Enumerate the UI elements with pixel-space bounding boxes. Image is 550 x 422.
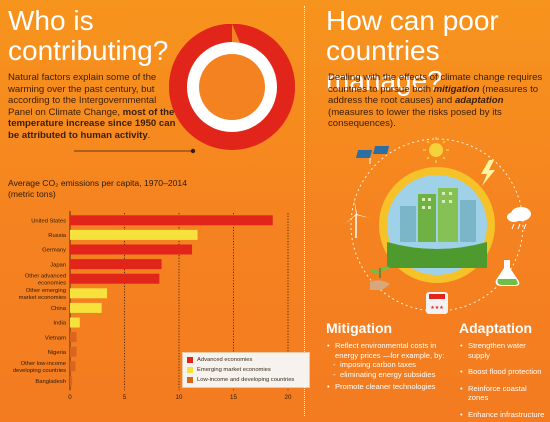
left-intro-plain: Natural factors explain some of the warm… <box>8 72 157 118</box>
bar-other-low-income-developing-countries <box>70 361 76 372</box>
mitigation-subitem: eliminating energy subsidies <box>326 370 446 380</box>
right-title-line2: countries manage? <box>326 35 443 96</box>
bar-united-states <box>70 215 273 226</box>
sun-icon <box>423 137 449 163</box>
category-label: Other low-income developing countries <box>13 361 66 374</box>
plant-hand-icon <box>370 266 390 290</box>
dotted-orbit <box>350 138 524 312</box>
mitigation-subitem: imposing carbon taxes <box>326 360 446 370</box>
climate-illustration: ★★★ <box>345 137 531 314</box>
bar-china <box>70 302 102 313</box>
right-title-line1: How can poor <box>326 5 499 36</box>
legend-swatch-emerging <box>187 367 193 373</box>
mitigation-list: Reflect environmental costs in energy pr… <box>326 341 446 395</box>
lightning-icon <box>481 160 495 186</box>
mitigation-heading: Mitigation <box>326 320 393 336</box>
x-tick-label: 10 <box>176 394 183 401</box>
donut-hole <box>199 54 265 120</box>
adaptation-list: Strengthen water supply Boost flood prot… <box>459 341 549 422</box>
left-intro-end: . <box>147 129 151 141</box>
legend-label-advanced: Advanced economies <box>197 357 253 363</box>
bar-nigeria <box>70 346 77 357</box>
bar-russia <box>70 229 198 240</box>
legend-label-emerging: Emerging market economies <box>197 367 271 373</box>
adaptation-heading: Adaptation <box>459 320 533 336</box>
chart-title: Average CO₂ emissions per capita, 1970–2… <box>8 178 187 200</box>
wind-turbine-icon <box>345 198 370 238</box>
panel-divider <box>304 6 305 416</box>
left-title-line1: Who is <box>8 5 94 36</box>
pointer-line <box>74 148 196 154</box>
mitigation-item: Promote cleaner technologies <box>326 382 446 392</box>
category-label: China <box>51 306 67 312</box>
right-intro-b: (measures to address the root causes) an… <box>328 83 539 107</box>
chart-title-line1: Average CO₂ emissions per capita, 1970–2… <box>8 178 187 188</box>
chart-title-line2: (metric tons) <box>8 189 56 199</box>
left-intro-bold: most of the temperature increase since 1… <box>8 106 176 141</box>
right-intro-mitigation: mitigation <box>433 83 480 95</box>
legend-item-emerging: Emerging market economies <box>187 365 305 375</box>
bar-germany <box>70 244 193 255</box>
category-label: Other advanced economies <box>25 274 66 287</box>
donut-gap <box>232 24 240 43</box>
chart-legend: Advanced economies Emerging market econo… <box>182 352 310 388</box>
left-title-line2: contributing? <box>8 35 169 66</box>
category-label: United States <box>31 219 66 225</box>
legend-swatch-advanced <box>187 357 193 363</box>
right-title: How can poor countries manage? <box>326 6 550 96</box>
category-label: Vietnam <box>45 335 66 341</box>
city-icon <box>387 188 487 268</box>
category-label: Bangladesh <box>35 379 66 385</box>
category-label: Russia <box>48 233 66 239</box>
x-tick-label: 15 <box>230 394 237 401</box>
left-intro: Natural factors explain some of the warm… <box>8 72 176 142</box>
bar-india <box>70 317 80 328</box>
category-label: India <box>53 321 66 327</box>
donut-chart <box>169 24 295 150</box>
adaptation-item: Reinforce coastal zones <box>459 384 549 403</box>
bar-other-emerging-market-economies <box>70 288 108 299</box>
cloud-rain-icon <box>507 207 531 230</box>
category-label: Germany <box>42 248 66 254</box>
legend-label-low-income: Low-income and developing countries <box>197 377 295 383</box>
svg-text:★★★: ★★★ <box>430 305 444 311</box>
bar-other-advanced-economies <box>70 273 160 284</box>
category-label: Nigeria <box>48 350 67 356</box>
left-title: Who is contributing? <box>8 6 168 66</box>
emissions-bar-chart: United States Russia Germany Japan Other adv… <box>13 211 292 401</box>
category-label: Japan <box>50 262 66 268</box>
right-intro-c: (measures to lower the risks posed by it… <box>328 106 502 130</box>
adaptation-item: Strengthen water supply <box>459 341 549 360</box>
right-intro-adaptation: adaptation <box>454 95 504 107</box>
legend-item-low-income: Low-income and developing countries <box>187 375 305 385</box>
bar-vietnam <box>70 332 77 343</box>
solar-panels-icon <box>355 146 390 164</box>
right-intro-a: Dealing with the effects of climate chan… <box>328 72 543 95</box>
category-label: Other emerging market economies <box>19 288 66 301</box>
flask-icon <box>495 260 520 286</box>
right-intro: Dealing with the effects of climate chan… <box>328 72 544 130</box>
x-tick-label: 0 <box>68 394 72 401</box>
legend-swatch-low-income <box>187 377 193 383</box>
mitigation-item: Reflect environmental costs in energy pr… <box>326 341 446 360</box>
adaptation-item: Boost flood protection <box>459 367 549 377</box>
certificate-icon: ★★★ <box>426 292 448 314</box>
x-tick-label: 20 <box>285 394 292 401</box>
adaptation-item: Enhance infrastructure <box>459 410 549 420</box>
legend-item-advanced: Advanced economies <box>187 355 305 365</box>
bar-japan <box>70 259 162 270</box>
x-tick-label: 5 <box>123 394 127 401</box>
bar-bangladesh <box>70 375 73 386</box>
